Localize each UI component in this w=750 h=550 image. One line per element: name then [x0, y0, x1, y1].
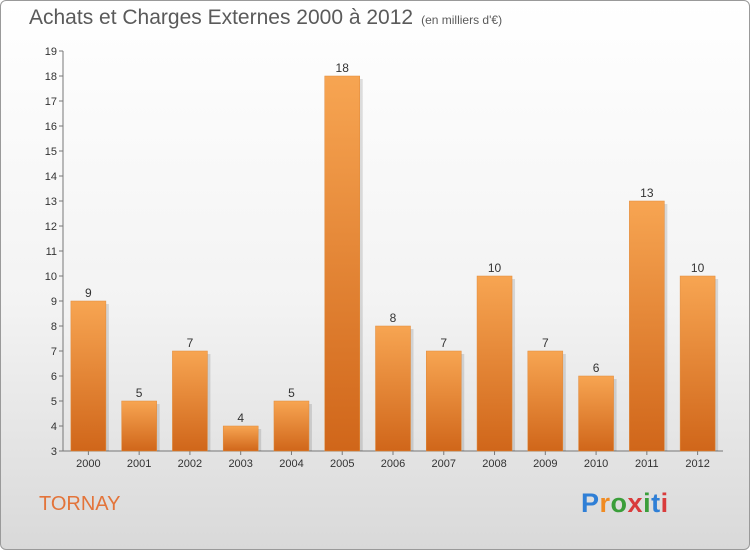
y-tick-label: 5	[51, 396, 57, 408]
x-tick-label: 2007	[432, 458, 456, 470]
y-tick-label: 17	[45, 96, 57, 108]
x-tick-label: 2002	[178, 458, 202, 470]
data-label-2011: 13	[640, 186, 654, 200]
y-tick-label: 4	[51, 421, 57, 433]
y-tick-label: 12	[45, 221, 57, 233]
logo-letter: r	[599, 488, 611, 518]
y-tick-label: 8	[51, 321, 57, 333]
data-label-2010: 6	[593, 361, 600, 375]
x-tick-label: 2000	[76, 458, 100, 470]
y-tick-label: 18	[45, 71, 57, 83]
bar-2008	[476, 275, 513, 452]
x-tick-label: 2003	[228, 458, 252, 470]
bar-2010	[578, 375, 614, 452]
logo-letter: i	[643, 488, 652, 518]
x-tick-label: 2008	[482, 458, 506, 470]
bar-2004	[273, 400, 310, 452]
bar-2006	[375, 325, 411, 452]
logo-letter: o	[610, 488, 628, 518]
bar-2007	[426, 350, 462, 452]
chart-bars: 9 5 7 4 5 18 8 7 10 7 6 13 10	[70, 61, 719, 452]
data-label-2012: 10	[691, 261, 705, 275]
logo-letter: x	[627, 488, 644, 518]
data-label-2000: 9	[85, 286, 92, 300]
y-tick-label: 19	[45, 46, 57, 58]
title-main: Achats et Charges Externes 2000 à 2012	[29, 6, 414, 29]
bar-2000	[70, 300, 107, 452]
bar-2012	[679, 275, 716, 452]
y-tick-label: 3	[51, 446, 57, 458]
y-tick-label: 14	[45, 171, 57, 183]
x-tick-label: 2001	[127, 458, 151, 470]
data-label-2009: 7	[542, 336, 549, 350]
y-tick-label: 15	[45, 146, 57, 158]
y-tick-label: 9	[51, 296, 57, 308]
data-label-2005: 18	[336, 61, 350, 75]
data-label-2008: 10	[488, 261, 502, 275]
commune-name: TORNAY	[39, 493, 121, 515]
bar-2002	[172, 350, 208, 452]
bar-2001	[121, 400, 157, 452]
y-tick-label: 6	[51, 371, 57, 383]
proxiti-logo: Proxiti	[581, 488, 669, 519]
x-tick-label: 2005	[330, 458, 354, 470]
y-tick-label: 11	[46, 246, 57, 258]
bar-2011	[629, 200, 665, 452]
data-label-2007: 7	[440, 336, 447, 350]
logo-letter: t	[651, 488, 661, 518]
logo-letter: P	[581, 488, 600, 518]
x-tick-label: 2012	[685, 458, 709, 470]
chart-title: Achats et Charges Externes 2000 à 2012 (e…	[29, 6, 502, 30]
x-tick-label: 2011	[635, 458, 659, 470]
data-label-2006: 8	[390, 311, 397, 325]
x-tick-label: 2010	[584, 458, 608, 470]
y-tick-label: 10	[45, 271, 57, 283]
data-label-2004: 5	[288, 386, 295, 400]
bar-2009	[527, 350, 564, 452]
x-tick-label: 2004	[279, 458, 303, 470]
y-tick-label: 16	[45, 121, 57, 133]
data-label-2001: 5	[136, 386, 143, 400]
logo-letter: i	[660, 488, 669, 518]
x-tick-label: 2006	[381, 458, 405, 470]
bar-2005	[324, 75, 360, 452]
data-label-2002: 7	[187, 336, 194, 350]
data-label-2003: 4	[237, 411, 244, 425]
bar-2003	[222, 425, 259, 452]
y-tick-label: 13	[45, 196, 57, 208]
x-tick-label: 2009	[533, 458, 557, 470]
title-unit: (en milliers d'€)	[421, 13, 503, 27]
y-tick-label: 7	[51, 346, 57, 358]
